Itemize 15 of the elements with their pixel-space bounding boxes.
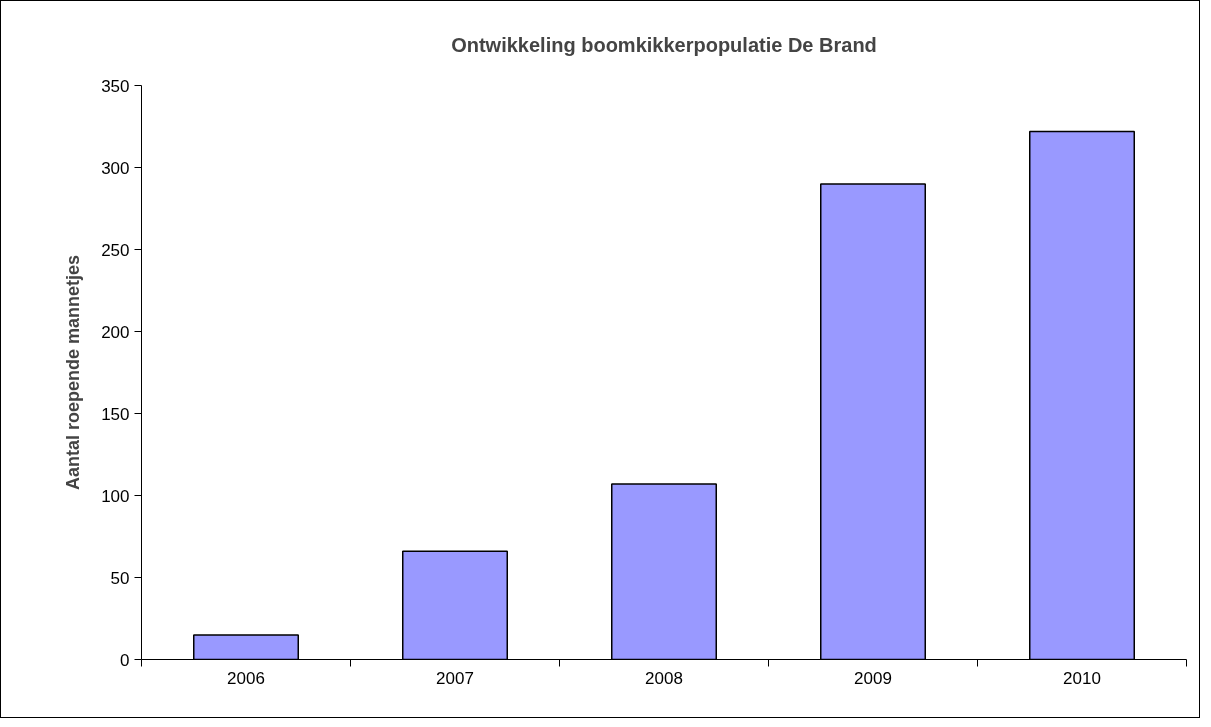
y-tick-label: 300	[101, 158, 130, 178]
y-tick-label: 200	[101, 322, 130, 342]
y-tick-label: 100	[101, 486, 130, 506]
y-tick-label: 150	[101, 404, 130, 424]
chart-title: Ontwikkeling boomkikkerpopulatie De Brand	[451, 33, 877, 56]
x-tick-label: 2008	[645, 668, 683, 688]
y-tick-label: 50	[110, 568, 130, 588]
x-tick-label: 2009	[854, 668, 892, 688]
y-tick-label: 0	[120, 650, 130, 670]
x-tick-label: 2006	[227, 668, 265, 688]
y-tick-label: 350	[101, 76, 130, 96]
y-axis-title: Aantal roepende mannetjes	[63, 254, 84, 491]
y-tick-label: 250	[101, 240, 130, 260]
x-tick-label: 2010	[1063, 668, 1101, 688]
x-tick-label: 2007	[436, 668, 474, 688]
